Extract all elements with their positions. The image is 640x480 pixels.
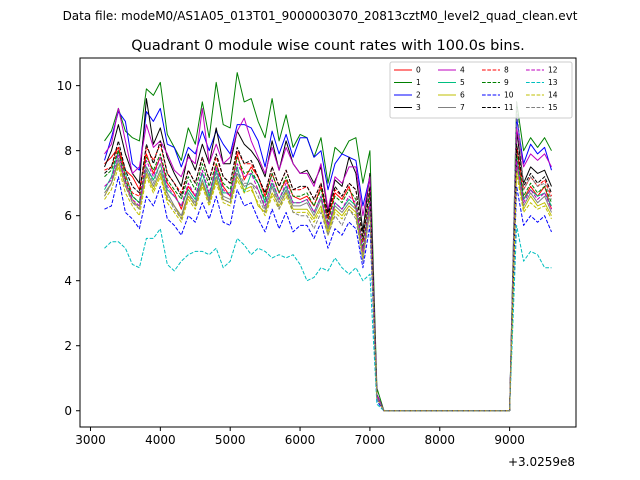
legend-label-5: 5 (460, 78, 465, 87)
y-tick-label: 0 (64, 404, 72, 418)
axes-border (79, 57, 577, 428)
legend-label-10: 10 (504, 91, 514, 100)
y-tick-label: 8 (64, 144, 72, 158)
legend-label-0: 0 (416, 66, 421, 75)
suptitle: Data file: modeM0/AS1A05_013T01_90000030… (63, 9, 578, 23)
x-offset-label: +3.0259e8 (508, 455, 575, 469)
x-tick-label: 9000 (494, 433, 525, 447)
y-tick-label: 4 (64, 274, 72, 288)
series-layer (104, 72, 552, 412)
y-axis: 0 2 4 6 8 10 (57, 79, 80, 418)
legend-frame (389, 61, 573, 119)
chart-title: Quadrant 0 module wise count rates with … (131, 38, 525, 54)
y-tick-label: 6 (64, 209, 72, 223)
legend-label-13: 13 (548, 78, 558, 87)
x-tick-label: 6000 (285, 433, 316, 447)
legend-label-11: 11 (504, 103, 514, 112)
y-tick-label: 2 (64, 339, 72, 353)
series-line-15 (104, 101, 552, 412)
x-tick-label: 5000 (215, 433, 246, 447)
legend-label-8: 8 (504, 66, 509, 75)
x-tick-label: 4000 (145, 433, 176, 447)
legend-label-2: 2 (416, 91, 421, 100)
x-axis: 3000 4000 5000 6000 7000 8000 9000 (75, 427, 525, 447)
y-tick-label: 10 (57, 79, 72, 93)
legend-label-12: 12 (548, 66, 558, 75)
legend-label-15: 15 (548, 103, 558, 112)
legend-label-14: 14 (548, 91, 558, 100)
x-tick-label: 7000 (355, 433, 386, 447)
plot-area (79, 57, 577, 428)
legend-label-7: 7 (460, 103, 465, 112)
x-tick-label: 3000 (75, 433, 106, 447)
legend-label-3: 3 (416, 103, 421, 112)
legend-label-9: 9 (504, 78, 509, 87)
legend-label-6: 6 (460, 91, 465, 100)
legend-label-4: 4 (460, 66, 465, 75)
x-tick-label: 8000 (425, 433, 456, 447)
legend-label-1: 1 (416, 78, 421, 87)
